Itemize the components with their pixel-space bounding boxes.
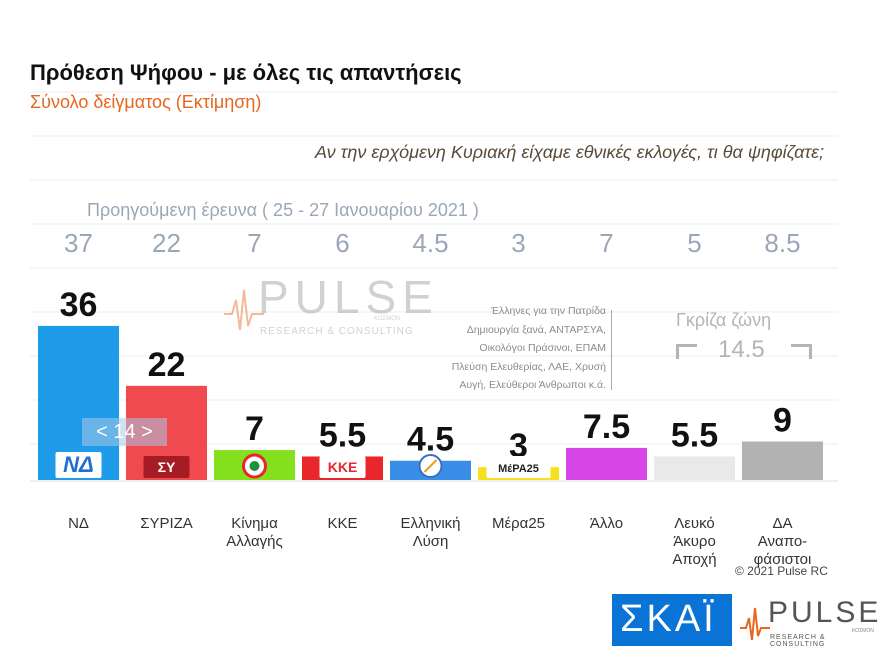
previous-value-label: 22 <box>152 228 181 258</box>
chart-title: Πρόθεση Ψήφου - με όλες τις απαντήσεις <box>30 60 462 85</box>
skai-logo-text: ΣΚΑΪ <box>620 598 717 640</box>
others-note: Έλληνες για την Πατρίδα Δημιουργία ξανά,… <box>430 302 606 395</box>
bar-value-label: 4.5 <box>407 421 454 459</box>
nd-range-badge: < 14 > <box>82 418 167 446</box>
party-logo-text: ΝΔ <box>63 452 94 477</box>
bar-value-label: 7.5 <box>583 408 630 446</box>
pasok-logo-icon <box>249 461 260 471</box>
party-logo-box <box>486 456 551 478</box>
previous-value-label: 3 <box>511 228 525 258</box>
category-label: Λύση <box>413 533 449 550</box>
pulse-wave-icon <box>224 289 264 331</box>
others-note-line: Έλληνες για την Πατρίδα <box>490 305 606 317</box>
copyright: © 2021 Pulse RC <box>735 564 828 578</box>
survey-question: Αν την ερχόμενη Κυριακή είχαμε εθνικές ε… <box>314 142 824 162</box>
others-note-line: Δημιουργία ξανά, ΑΝΤΑΡΣΥΑ, <box>466 323 606 336</box>
bar-value-label: 22 <box>148 346 186 384</box>
previous-value-label: 7 <box>599 228 613 258</box>
party-logo-text: ΜέΡΑ25 <box>498 463 539 475</box>
bar-value-label: 5.5 <box>319 416 366 454</box>
category-label: Μέρα25 <box>492 515 545 532</box>
previous-value-label: 6 <box>335 228 349 258</box>
category-label: Άλλο <box>590 515 623 532</box>
watermark-sub: ΚΟΣΜΟΝ <box>374 316 401 322</box>
pulse-logo-sub: ΚΟΣΜΟΝ <box>852 628 874 634</box>
category-label: Ελληνική <box>400 515 460 532</box>
pulse-logo: PULSE ΚΟΣΜΟΝ RESEARCH & CONSULTING <box>740 596 880 648</box>
pulse-watermark: PULSE ΚΟΣΜΟΝ RESEARCH & CONSULTING <box>224 270 434 342</box>
previous-value-label: 37 <box>64 228 93 258</box>
others-note-line: Πλεύση Ελευθερίας, ΛΑΕ, Χρυσή <box>451 360 606 373</box>
category-label: Λευκό <box>674 515 715 532</box>
category-label: ΔΑ <box>772 515 792 532</box>
category-label: Αποχή <box>672 551 716 568</box>
pulse-wave-icon <box>740 607 770 641</box>
category-label: Αναπο- <box>758 533 807 550</box>
category-label: φάσιστοι <box>754 551 812 568</box>
gray-zone-label: Γκρίζα ζώνη <box>676 310 772 330</box>
category-label: Κίνημα <box>231 515 278 532</box>
watermark-brand: PULSE <box>258 271 439 323</box>
party-logo-box <box>55 452 102 478</box>
previous-value-label: 7 <box>247 228 261 258</box>
bar <box>566 447 647 480</box>
others-connector-line <box>611 310 612 390</box>
skai-logo: ΣΚΑΪ <box>612 594 732 646</box>
bar <box>654 456 735 480</box>
category-label: Άκυρο <box>673 533 716 550</box>
gray-zone-box: 14.5 <box>676 336 812 364</box>
pulse-logo-tagline: RESEARCH & CONSULTING <box>770 634 826 648</box>
bar-value-label: 7 <box>245 410 264 448</box>
category-label: ΚΚΕ <box>327 515 357 532</box>
previous-value-label: 4.5 <box>412 228 448 258</box>
watermark-tagline: RESEARCH & CONSULTING <box>260 326 414 337</box>
bar-value-label: 9 <box>773 401 792 439</box>
pulse-logo-text: PULSE <box>768 596 880 629</box>
bar-value-label: 36 <box>60 286 98 324</box>
party-logo-box <box>319 456 366 478</box>
bar-value-label: 3 <box>509 427 528 465</box>
bracket-right-icon <box>791 344 812 359</box>
party-logo-text: ΚΚΕ <box>328 459 358 475</box>
bar <box>742 441 823 480</box>
gray-zone-value: 14.5 <box>718 336 765 363</box>
others-note-line: Αυγή, Ελεύθεροι Άνθρωποι κ.ά. <box>459 379 606 391</box>
previous-survey-label: Προηγούμενη έρευνα ( 25 - 27 Ιανουαρίου … <box>87 200 479 220</box>
previous-value-label: 5 <box>687 228 701 258</box>
party-logo-text: ΣΥ <box>158 459 176 475</box>
bar-value-label: 5.5 <box>671 416 718 454</box>
category-label: ΝΔ <box>68 515 89 532</box>
party-logo-box <box>143 456 190 478</box>
previous-value-label: 8.5 <box>764 228 800 258</box>
category-label: Αλλαγής <box>226 533 283 550</box>
chart-subtitle: Σύνολο δείγματος (Εκτίμηση) <box>30 92 262 112</box>
bracket-left-icon <box>676 344 697 359</box>
compass-logo-icon <box>423 459 438 473</box>
category-label: ΣΥΡΙΖΑ <box>140 515 193 532</box>
others-note-line: Οικολόγοι Πράσινοι, ΕΠΑΜ <box>479 342 606 354</box>
